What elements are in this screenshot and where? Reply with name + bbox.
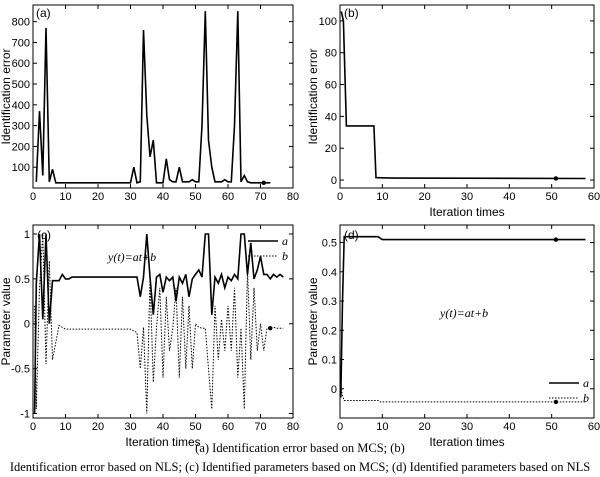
- y-tick-label-a: 600: [12, 58, 30, 70]
- x-tick-label-c: 80: [287, 421, 299, 433]
- x-tick-label-d: 20: [419, 421, 431, 433]
- end-marker-d: [553, 237, 559, 242]
- y-tick-label-a: 300: [12, 121, 30, 133]
- x-tick-label-c: 10: [59, 421, 71, 433]
- y-tick-label-b: 80: [325, 48, 337, 60]
- x-tick-label-c: 20: [92, 421, 104, 433]
- x-tick-label-a: 70: [254, 191, 266, 203]
- x-tick-label-a: 10: [59, 191, 71, 203]
- x-tick-label-a: 30: [124, 191, 136, 203]
- legend-label-c-b: b: [282, 249, 288, 263]
- panel-b: 0 10 20 30 40 50 60 0 20 40 60 80 100 Iteration times…: [306, 4, 600, 219]
- end-marker-a: [261, 180, 266, 186]
- x-axis-label-c: Iteration times: [125, 435, 200, 449]
- legend-label-d-b: b: [583, 391, 589, 405]
- y-tick-label-c: -0.5: [11, 364, 30, 376]
- y-axis-label-a: Identification error: [0, 48, 13, 144]
- x-tick-label-a: 40: [157, 191, 169, 203]
- x-tick-label-d: 60: [588, 421, 600, 433]
- x-tick-label-b: 50: [546, 191, 558, 203]
- end-marker-d: [553, 399, 559, 405]
- plot-frame-a: [32, 4, 294, 189]
- x-tick-label-d: 50: [546, 421, 558, 433]
- figure-caption-line-2: Identification error based on NLS; (c) I…: [9, 460, 591, 474]
- x-tick-label-c: 0: [30, 421, 36, 433]
- y-tick-label-a: 800: [12, 17, 30, 29]
- x-tick-label-c: 70: [254, 421, 266, 433]
- panel-label-c: (c): [37, 228, 51, 242]
- panel-label-d: (d): [344, 228, 359, 242]
- plot-frame-d: [339, 224, 595, 419]
- x-tick-label-b: 30: [461, 191, 473, 203]
- y-tick-label-d: 0.3: [322, 296, 337, 308]
- y-tick-label-c: 1: [24, 229, 30, 241]
- y-tick-label-b: 60: [325, 80, 337, 92]
- x-tick-label-d: 10: [376, 421, 388, 433]
- panel-c: 0 10 20 30 40 50 60 70 80 -1 -0.5 0 0.5 1 Iteration ti…: [0, 224, 299, 449]
- y-tick-label-b: 40: [325, 111, 337, 123]
- x-tick-label-d: 0: [337, 421, 343, 433]
- series-line-a-0: [35, 11, 271, 184]
- y-tick-label-d: 0.1: [322, 355, 337, 367]
- series-line-b-0: [340, 11, 586, 180]
- x-axis-label-d: Iteration times: [429, 435, 504, 449]
- panel-a: 0 10 20 30 40 50 60 70 80 100 200 300 400 500 600 700 80…: [0, 4, 299, 203]
- legend-label-d-a: a: [583, 376, 589, 390]
- figure-caption-line-1: (a) Identification error based on MCS; (…: [195, 441, 405, 455]
- x-tick-label-c: 40: [157, 421, 169, 433]
- x-tick-label-a: 50: [189, 191, 201, 203]
- y-tick-label-b: 0: [331, 175, 337, 187]
- y-tick-label-c: 0.5: [15, 274, 30, 286]
- x-tick-label-b: 20: [419, 191, 431, 203]
- y-axis-label-c: Parameter value: [0, 277, 13, 365]
- x-tick-label-c: 60: [222, 421, 234, 433]
- panel-d: 0 10 20 30 40 50 60 0 0.1 0.2 0.3 0.4 0.5 Iteration t…: [306, 224, 600, 449]
- y-tick-label-d: 0.2: [322, 325, 337, 337]
- y-tick-label-c: -1: [20, 409, 30, 421]
- end-marker-c: [268, 326, 273, 331]
- series-line-d-a: [340, 235, 586, 398]
- panel-label-b: (b): [344, 6, 359, 20]
- x-tick-label-b: 10: [376, 191, 388, 203]
- equation-label-d: y(t)=at+b: [439, 306, 488, 320]
- x-tick-label-b: 40: [503, 191, 515, 203]
- y-tick-label-a: 500: [12, 79, 30, 91]
- x-tick-label-a: 0: [30, 191, 36, 203]
- y-tick-label-c: 0: [24, 319, 30, 331]
- x-tick-label-a: 60: [222, 191, 234, 203]
- x-tick-label-c: 30: [124, 421, 136, 433]
- plot-frame-b: [339, 4, 595, 189]
- series-line-c-a: [33, 233, 284, 414]
- y-tick-label-b: 100: [319, 16, 337, 28]
- y-tick-label-a: 400: [12, 100, 30, 112]
- y-tick-label-a: 100: [12, 162, 30, 174]
- y-tick-label-d: 0: [331, 384, 337, 396]
- x-tick-label-a: 80: [287, 191, 299, 203]
- x-tick-label-a: 20: [92, 191, 104, 203]
- y-tick-label-d: 0.5: [322, 238, 337, 250]
- x-tick-label-d: 30: [461, 421, 473, 433]
- y-tick-label-b: 20: [325, 143, 337, 155]
- x-tick-label-c: 50: [189, 421, 201, 433]
- y-tick-label-a: 200: [12, 141, 30, 153]
- legend-label-c-a: a: [282, 234, 288, 248]
- panel-label-a: (a): [36, 6, 51, 20]
- x-tick-label-b: 0: [337, 191, 343, 203]
- plot-frame-c: [32, 224, 294, 419]
- x-axis-label-b: Iteration times: [429, 205, 504, 219]
- equation-label-c: y(t)=at+b: [107, 250, 156, 264]
- series-line-d-b: [340, 382, 586, 403]
- y-tick-label-a: 700: [12, 37, 30, 49]
- y-axis-label-b: Identification error: [306, 48, 320, 144]
- end-marker-b: [553, 176, 559, 181]
- x-tick-label-b: 60: [588, 191, 600, 203]
- y-tick-label-d: 0.4: [322, 267, 337, 279]
- y-axis-label-d: Parameter value: [306, 277, 320, 365]
- x-tick-label-d: 40: [503, 421, 515, 433]
